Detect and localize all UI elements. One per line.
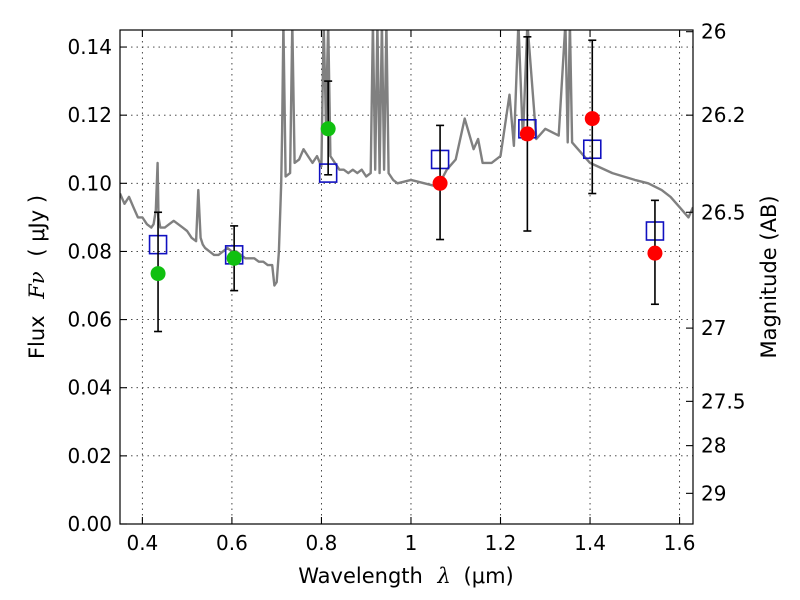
x-tick-label: 1.2 (485, 531, 517, 555)
right-tick-label: 29 (701, 481, 726, 505)
right-tick-label: 26.5 (701, 200, 746, 224)
ticks: 0.4 0.6 0.8 1 1.2 1.4 1.6 0.00 0.02 0.04 0.06 0.08 0… (67, 20, 745, 555)
y-tick-label: 0.00 (67, 512, 112, 536)
y-tick-label: 0.10 (67, 171, 112, 195)
observed-photometry-point (226, 250, 242, 266)
observed-photometry-point (150, 266, 166, 282)
x-axis-label-symbol: λ (437, 564, 451, 588)
y-axis-label: Flux Fν ( μJy ) (25, 195, 49, 359)
observed-photometry-point (647, 245, 663, 261)
observed-photometry-point (432, 175, 448, 191)
y-tick-label: 0.06 (67, 308, 112, 332)
right-tick-label: 27 (701, 316, 726, 340)
y-tick-label: 0.12 (67, 103, 112, 127)
y-tick-label: 0.08 (67, 239, 112, 263)
x-axis-label-unit: (μm) (464, 564, 514, 588)
right-tick-label: 27.5 (701, 389, 746, 413)
plot-background (120, 30, 693, 524)
x-tick-label: 1.6 (664, 531, 696, 555)
y-tick-label: 0.14 (67, 35, 112, 59)
x-tick-label: 0.6 (216, 531, 248, 555)
x-tick-label: 0.4 (126, 531, 158, 555)
x-tick-label: 1 (405, 531, 418, 555)
right-tick-label: 26.2 (701, 103, 746, 127)
data-layer (120, 30, 693, 333)
right-axis-label: Magnitude (AB) (757, 195, 781, 358)
observed-photometry-point (320, 121, 336, 137)
right-tick-label: 28 (701, 434, 726, 458)
x-tick-label: 1.4 (574, 531, 606, 555)
x-axis-label: Wavelength λ (μm) (298, 564, 513, 588)
plot-frame (119, 29, 694, 525)
y-axis-label-symbol: Fν (25, 271, 49, 300)
observed-photometry-point (584, 111, 600, 127)
y-axis-label-text: Flux (25, 315, 49, 359)
observed-photometry-point (519, 126, 535, 142)
y-tick-label: 0.04 (67, 376, 112, 400)
spectrum-line (120, 30, 693, 287)
x-tick-label: 0.8 (306, 531, 338, 555)
right-tick-label: 26 (701, 20, 726, 44)
y-axis-label-unit: ( μJy ) (25, 195, 49, 257)
y-tick-label: 0.02 (67, 444, 112, 468)
x-axis-label-text: Wavelength (298, 564, 423, 588)
